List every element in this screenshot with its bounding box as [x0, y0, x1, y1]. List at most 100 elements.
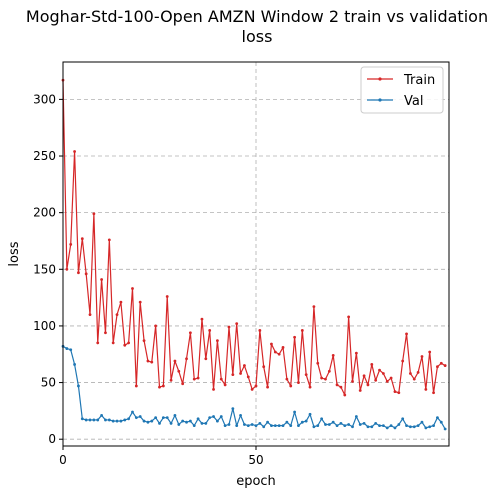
train-series	[61, 78, 447, 397]
train-point	[412, 377, 416, 381]
val-point	[204, 421, 208, 425]
val-point	[331, 420, 335, 424]
val-point	[188, 419, 192, 423]
val-point	[378, 424, 381, 428]
val-point	[246, 424, 250, 428]
y-tick-label: 200	[33, 206, 56, 220]
train-point	[297, 381, 300, 384]
val-point	[270, 424, 273, 428]
legend-label-train: Train	[403, 73, 435, 88]
train-point	[316, 361, 320, 365]
train-point	[161, 384, 165, 388]
train-point	[366, 383, 370, 387]
val-point	[69, 348, 73, 352]
train-point	[204, 357, 208, 361]
val-point	[439, 420, 443, 424]
train-point	[146, 359, 150, 363]
val-point	[115, 419, 119, 423]
val-point	[428, 425, 432, 429]
train-point	[185, 357, 188, 361]
val-point	[358, 423, 362, 426]
val-point	[312, 425, 316, 429]
train-point	[254, 384, 258, 388]
val-point	[161, 416, 165, 420]
train-point	[239, 372, 242, 375]
val-point	[339, 421, 343, 425]
train-point	[424, 387, 428, 391]
val-point	[92, 418, 96, 422]
grid-lines	[62, 62, 449, 446]
train-point	[196, 376, 200, 380]
chart-title-line-1: Moghar-Std-100-Open AMZN Window 2 train …	[26, 7, 488, 26]
y-tick-label: 50	[41, 376, 56, 390]
val-point	[131, 410, 134, 414]
train-point	[158, 385, 161, 389]
val-point	[134, 416, 138, 420]
val-point	[316, 424, 320, 428]
val-point	[185, 420, 188, 424]
y-axis-label: loss	[7, 241, 22, 266]
train-point	[84, 272, 88, 276]
train-point	[405, 332, 408, 336]
x-tick-label: 50	[248, 453, 263, 467]
train-point	[227, 325, 231, 329]
train-point	[235, 322, 239, 326]
train-point	[181, 382, 185, 386]
train-point	[69, 242, 73, 246]
val-series	[61, 344, 447, 431]
train-point	[111, 341, 115, 345]
val-point	[436, 416, 439, 420]
train-point	[173, 359, 177, 363]
val-point	[389, 424, 393, 428]
val-point	[88, 418, 92, 422]
train-point	[277, 352, 281, 356]
val-point	[231, 407, 235, 411]
train-point	[266, 385, 269, 389]
train-point	[304, 373, 308, 377]
train-point	[381, 372, 385, 375]
val-point	[107, 418, 111, 422]
val-point	[443, 427, 447, 431]
train-point	[250, 387, 254, 391]
val-point	[262, 425, 266, 429]
val-point	[243, 423, 246, 426]
train-point	[300, 329, 304, 332]
train-point	[281, 346, 285, 349]
train-point	[327, 369, 331, 373]
train-point	[246, 375, 250, 379]
train-point	[107, 238, 111, 242]
legend: Train Val	[360, 66, 444, 114]
val-point	[393, 426, 397, 430]
val-point	[192, 424, 196, 428]
val-point	[154, 416, 158, 420]
val-point	[227, 423, 231, 426]
val-point	[181, 419, 185, 423]
train-point	[374, 378, 378, 382]
val-point	[335, 424, 339, 428]
val-point	[324, 423, 327, 426]
train-point	[154, 324, 158, 328]
val-point	[432, 424, 435, 428]
train-point	[262, 365, 266, 369]
val-point	[146, 420, 150, 424]
train-point	[335, 383, 339, 387]
val-point	[266, 420, 269, 424]
train-point	[231, 373, 235, 377]
train-point	[393, 390, 397, 394]
train-point	[150, 360, 154, 364]
train-point	[200, 317, 204, 321]
x-axis-label: epoch	[236, 474, 276, 489]
train-point	[219, 377, 223, 381]
val-point	[208, 416, 212, 420]
train-point	[312, 305, 316, 309]
val-point	[347, 423, 351, 426]
train-point	[443, 364, 447, 367]
train-point	[212, 387, 215, 391]
val-point	[281, 424, 285, 428]
train-point	[119, 300, 123, 304]
train-point	[138, 300, 142, 304]
val-point	[289, 424, 293, 428]
val-point	[177, 423, 181, 426]
train-point	[73, 150, 76, 153]
